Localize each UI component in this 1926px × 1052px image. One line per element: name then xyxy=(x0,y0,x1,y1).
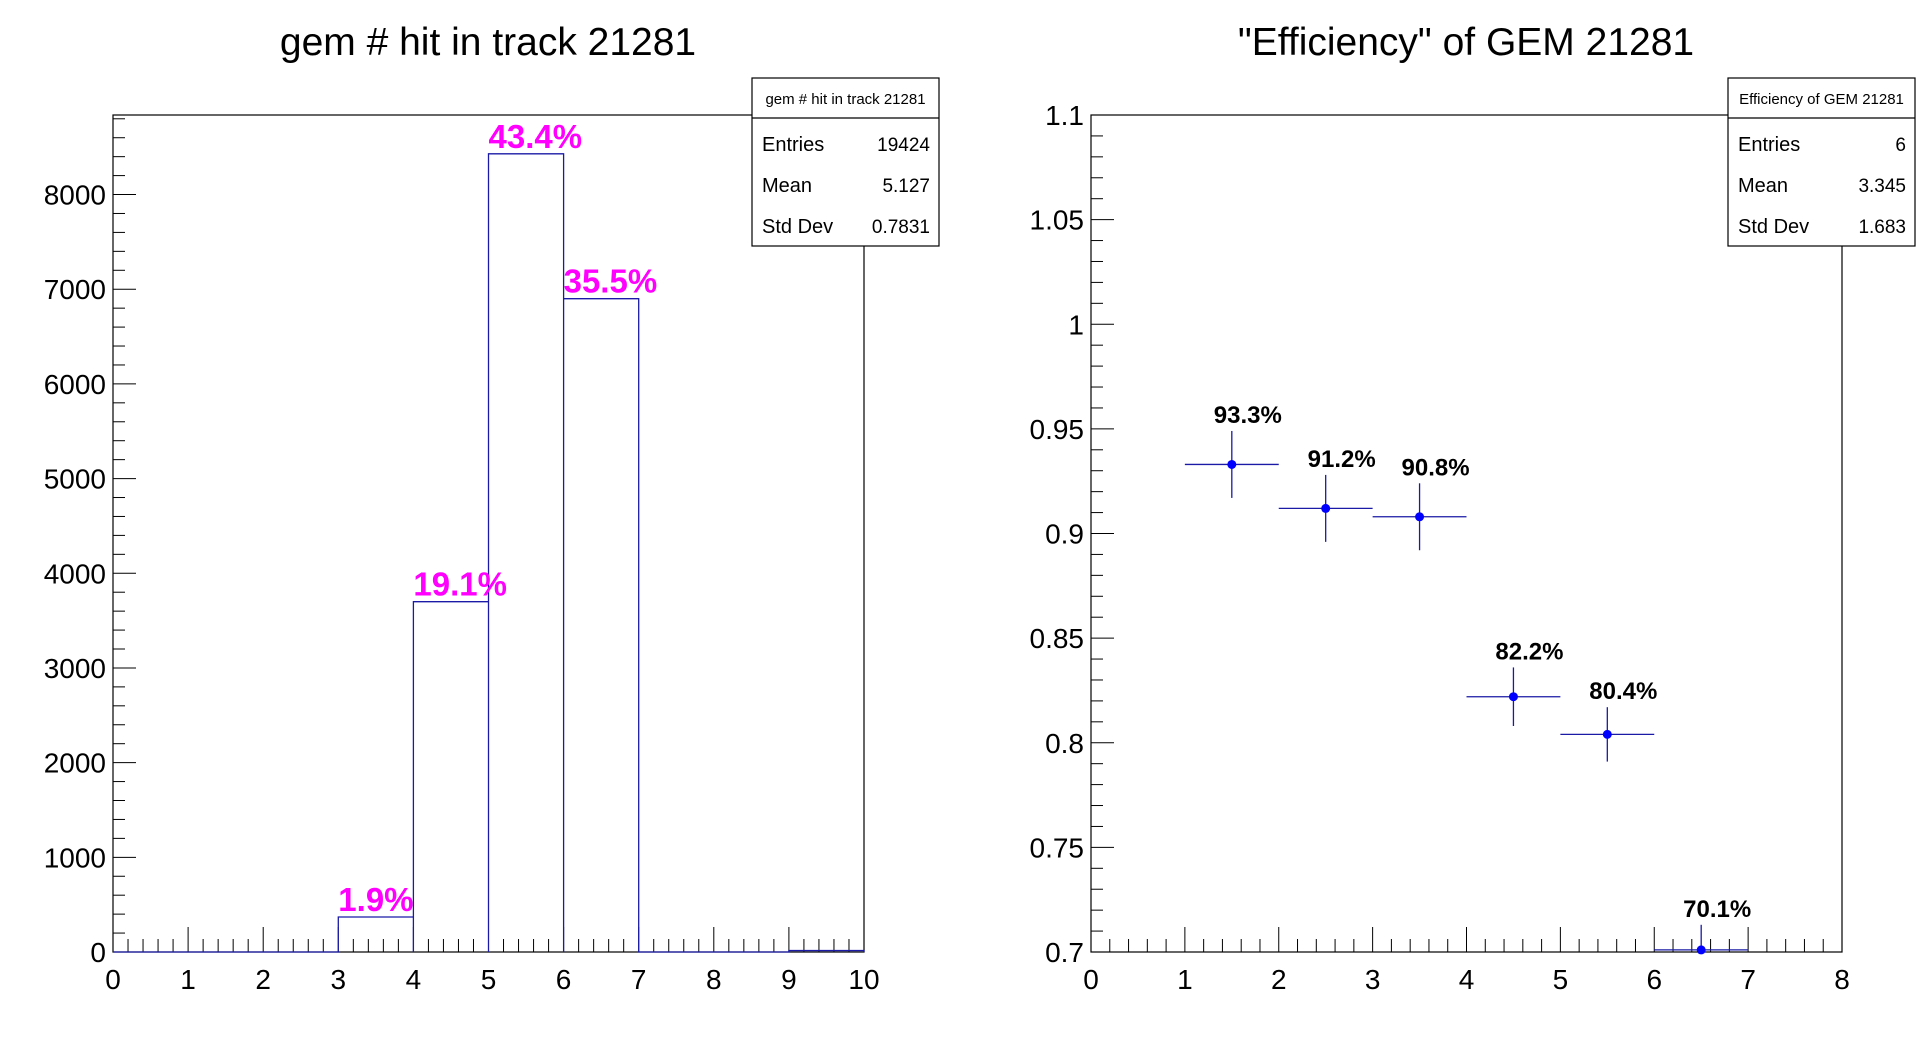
y-tick-label: 5000 xyxy=(44,464,106,495)
x-tick-label: 1 xyxy=(180,964,196,995)
y-tick-label: 8000 xyxy=(44,180,106,211)
x-tick-label: 9 xyxy=(781,964,797,995)
y-tick-label: 0.95 xyxy=(1030,414,1085,445)
data-point xyxy=(1696,945,1706,955)
chart-title: gem # hit in track 21281 xyxy=(280,21,696,64)
x-tick-label: 8 xyxy=(706,964,722,995)
x-tick-label: 8 xyxy=(1834,964,1850,995)
stats-box: Efficiency of GEM 21281 Entries 6 Mean 3.345… xyxy=(1727,77,1916,247)
stats-value: 1.683 xyxy=(1858,217,1906,238)
histogram-outline xyxy=(113,153,865,953)
stats-value: 6 xyxy=(1895,135,1906,156)
stats-key: Std Dev xyxy=(1738,216,1809,238)
point-label: 82.2% xyxy=(1495,638,1563,665)
chart-title: "Efficiency" of GEM 21281 xyxy=(1238,21,1694,64)
stats-box: gem # hit in track 21281 Entries 19424 Mean… xyxy=(751,77,940,247)
stats-box-title: gem # hit in track 21281 xyxy=(765,91,925,108)
histogram-bin xyxy=(338,917,413,952)
x-tick-label: 7 xyxy=(1740,964,1756,995)
stats-key: Std Dev xyxy=(762,216,833,238)
data-point xyxy=(1227,459,1237,469)
y-tick-label: 1.05 xyxy=(1030,205,1085,236)
bin-label: 35.5% xyxy=(564,263,658,300)
point-label: 91.2% xyxy=(1308,446,1376,473)
x-tick-label: 5 xyxy=(481,964,497,995)
data-point xyxy=(1415,512,1425,522)
x-tick-label: 10 xyxy=(848,964,879,995)
x-tick-label: 7 xyxy=(631,964,647,995)
x-tick-label: 3 xyxy=(331,964,347,995)
point-label: 70.1% xyxy=(1683,896,1751,923)
y-tick-label: 7000 xyxy=(44,274,106,305)
y-tick-label: 0 xyxy=(90,937,106,968)
x-tick-label: 4 xyxy=(1459,964,1475,995)
x-tick-label: 6 xyxy=(1646,964,1662,995)
point-label: 90.8% xyxy=(1402,454,1470,481)
data-point xyxy=(1602,729,1612,739)
y-tick-label: 0.7 xyxy=(1045,937,1084,968)
histogram-bin xyxy=(489,154,564,952)
y-tick-label: 1000 xyxy=(44,842,106,873)
y-tick-label: 0.75 xyxy=(1030,832,1085,863)
y-tick-label: 4000 xyxy=(44,558,106,589)
stats-key: Mean xyxy=(1738,175,1788,197)
bin-label: 1.9% xyxy=(338,881,413,918)
histogram-bin xyxy=(564,299,639,952)
stats-value: 0.7831 xyxy=(872,217,930,238)
point-label: 80.4% xyxy=(1589,678,1657,705)
bin-label: 19.1% xyxy=(413,566,507,603)
bin-label: 43.4% xyxy=(489,118,583,155)
stats-value: 5.127 xyxy=(882,176,930,197)
x-tick-label: 5 xyxy=(1553,964,1569,995)
x-tick-label: 2 xyxy=(255,964,271,995)
y-tick-label: 0.8 xyxy=(1045,728,1084,759)
histogram-panel: gem # hit in track 21281 0 1 2 3 4 5 6 7 8 9 10 0 100… xyxy=(44,21,940,995)
stats-box-frame xyxy=(751,77,940,247)
x-tick-label: 3 xyxy=(1365,964,1381,995)
x-tick-label: 2 xyxy=(1271,964,1287,995)
stats-key: Mean xyxy=(762,175,812,197)
y-tick-label: 0.85 xyxy=(1030,623,1085,654)
x-tick-label: 0 xyxy=(1083,964,1099,995)
x-tick-label: 0 xyxy=(105,964,121,995)
data-point xyxy=(1321,503,1331,513)
y-tick-label: 1.1 xyxy=(1045,100,1084,131)
stats-key: Entries xyxy=(762,134,824,156)
stats-box-frame xyxy=(1727,77,1916,247)
data-point xyxy=(1508,692,1518,702)
stats-box-title: Efficiency of GEM 21281 xyxy=(1739,91,1904,108)
y-tick-label: 2000 xyxy=(44,748,106,779)
x-tick-label: 4 xyxy=(406,964,422,995)
stats-value: 19424 xyxy=(877,135,930,156)
y-tick-label: 1 xyxy=(1068,309,1084,340)
histogram-bin xyxy=(413,602,488,952)
efficiency-panel: "Efficiency" of GEM 21281 0 1 2 3 4 5 6 7 8 0.7 0.7… xyxy=(1030,21,1916,995)
x-tick-label: 6 xyxy=(556,964,572,995)
point-label: 93.3% xyxy=(1214,402,1282,429)
y-tick-label: 6000 xyxy=(44,369,106,400)
stats-key: Entries xyxy=(1738,134,1800,156)
stats-value: 3.345 xyxy=(1858,176,1906,197)
y-tick-label: 3000 xyxy=(44,653,106,684)
x-tick-label: 1 xyxy=(1177,964,1193,995)
y-tick-label: 0.9 xyxy=(1045,519,1084,550)
